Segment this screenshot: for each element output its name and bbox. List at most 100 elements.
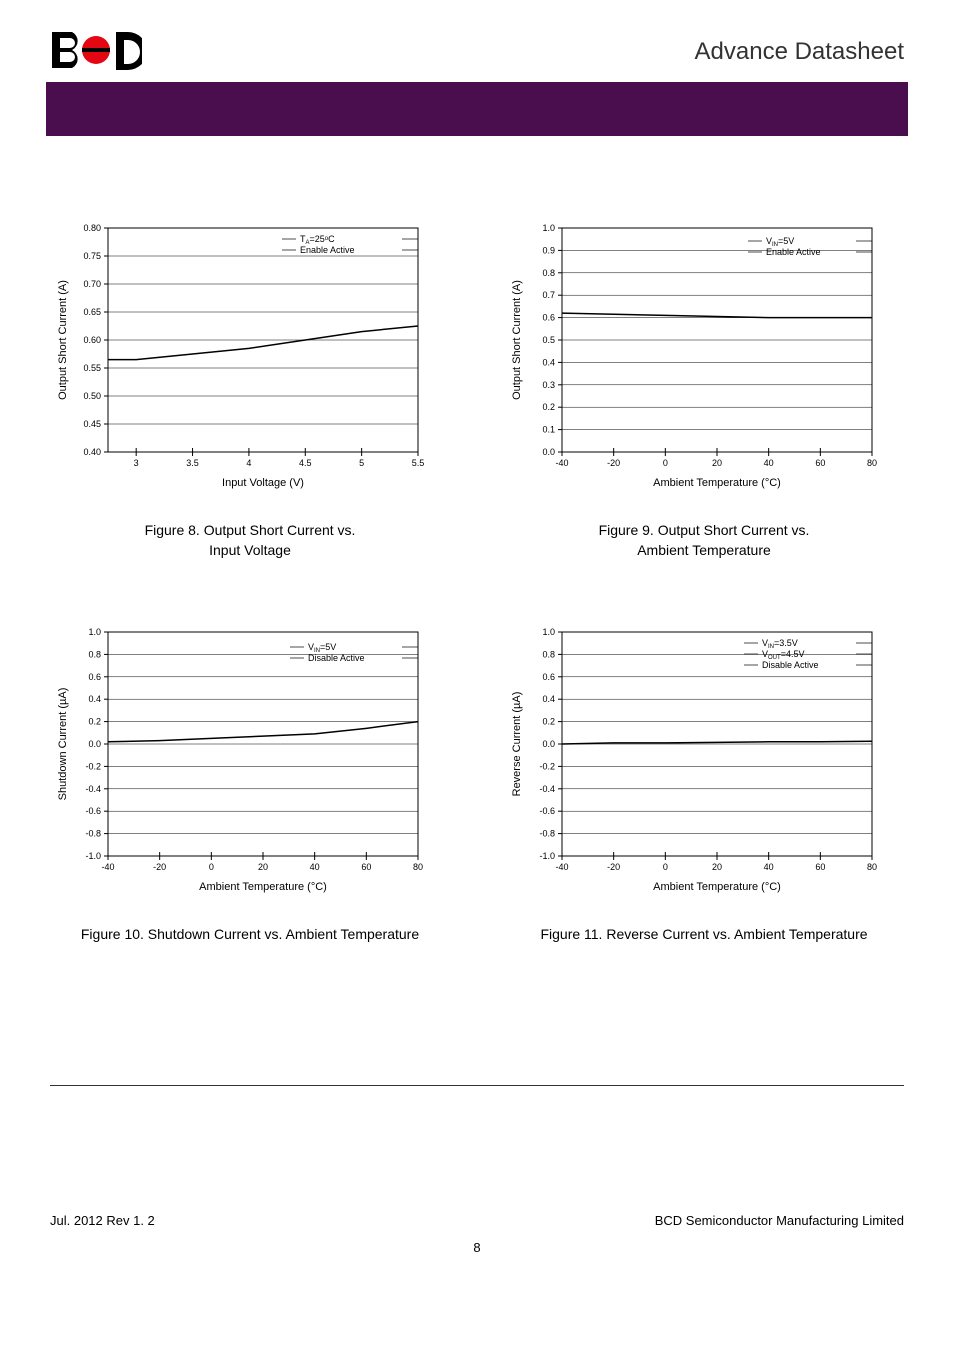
svg-text:20: 20 xyxy=(258,862,268,872)
svg-text:0: 0 xyxy=(663,862,668,872)
fig8-block: 0.400.450.500.550.600.650.700.750.8033.5… xyxy=(50,216,450,560)
title-bar xyxy=(46,85,908,136)
svg-text:0.50: 0.50 xyxy=(83,391,101,401)
svg-text:0.70: 0.70 xyxy=(83,279,101,289)
svg-text:Disable Active: Disable Active xyxy=(308,653,365,663)
fig10-block: -1.0-0.8-0.6-0.4-0.20.00.20.40.60.81.0-4… xyxy=(50,620,450,945)
svg-text:Shutdown Current (µA): Shutdown Current (µA) xyxy=(57,688,69,801)
svg-text:1.0: 1.0 xyxy=(542,627,555,637)
svg-text:-20: -20 xyxy=(607,458,620,468)
svg-text:-0.4: -0.4 xyxy=(85,784,101,794)
svg-text:5: 5 xyxy=(359,458,364,468)
svg-text:3.5: 3.5 xyxy=(186,458,199,468)
svg-text:80: 80 xyxy=(867,458,877,468)
svg-text:-40: -40 xyxy=(101,862,114,872)
svg-text:0.7: 0.7 xyxy=(542,290,555,300)
fig11-chart: -1.0 -0.8 -0.6 -0.4 -0.2 0.0 0.2 0.4 0.6 0.8 1.0 -4… xyxy=(504,620,884,900)
fig8-cap2: Input Voltage xyxy=(209,542,291,558)
svg-text:0.2: 0.2 xyxy=(542,717,555,727)
svg-text:-0.4: -0.4 xyxy=(539,784,555,794)
svg-text:80: 80 xyxy=(413,862,423,872)
svg-text:Output Short Current (A): Output Short Current (A) xyxy=(57,280,69,400)
svg-text:-40: -40 xyxy=(555,862,568,872)
charts-row-2: -1.0 -0.8 -0.6 -0.4 -0.2 0.0 0.2 0.4 0.6 0.8 1.0 -4… xyxy=(50,620,904,945)
svg-text:-40: -40 xyxy=(555,458,568,468)
svg-text:0.75: 0.75 xyxy=(83,251,101,261)
svg-text:0.2: 0.2 xyxy=(88,717,101,727)
svg-text:80: 80 xyxy=(867,862,877,872)
svg-text:Ambient Temperature (°C): Ambient Temperature (°C) xyxy=(653,881,781,893)
svg-text:Reverse Current (µA): Reverse Current (µA) xyxy=(511,692,523,797)
svg-text:Ambient Temperature (°C): Ambient Temperature (°C) xyxy=(199,881,327,893)
svg-text:0.0: 0.0 xyxy=(542,447,555,457)
svg-text:4: 4 xyxy=(246,458,251,468)
fig11-block: -1.0 -0.8 -0.6 -0.4 -0.2 0.0 0.2 0.4 0.6 0.8 1.0 -4… xyxy=(504,620,904,945)
svg-text:4.5: 4.5 xyxy=(299,458,312,468)
svg-text:0.5: 0.5 xyxy=(542,335,555,345)
charts-row-1: 0.4 0 0.45 0.50 0.55 0.60 0.6 5 0.70 0.75 0.80 3 3.5… xyxy=(50,216,904,560)
fig9-block: 0.0 0.1 0.2 0.3 0.4 0.5 0.6 0.7 0.8 0.9 1.0 -40 -20 0… xyxy=(504,216,904,560)
svg-text:-0.8: -0.8 xyxy=(539,829,555,839)
fig9-chart: 0.0 0.1 0.2 0.3 0.4 0.5 0.6 0.7 0.8 0.9 1.0 -40 -20 0… xyxy=(504,216,884,496)
svg-text:Disable Active: Disable Active xyxy=(762,660,819,670)
svg-text:0.6: 0.6 xyxy=(542,313,555,323)
fig9-cap2: Ambient Temperature xyxy=(637,542,771,558)
svg-text:-0.6: -0.6 xyxy=(85,806,101,816)
svg-text:-0.6: -0.6 xyxy=(539,806,555,816)
svg-text:-0.2: -0.2 xyxy=(539,762,555,772)
svg-text:40: 40 xyxy=(764,458,774,468)
svg-text:0.9: 0.9 xyxy=(542,245,555,255)
svg-text:-0.2: -0.2 xyxy=(85,762,101,772)
svg-text:0: 0 xyxy=(209,862,214,872)
fig10-chart: -1.0-0.8-0.6-0.4-0.20.00.20.40.60.81.0-4… xyxy=(50,620,430,900)
svg-text:5.5: 5.5 xyxy=(412,458,425,468)
fig11-caption: Figure 11. Reverse Current vs. Ambient T… xyxy=(504,925,904,945)
svg-text:60: 60 xyxy=(815,458,825,468)
svg-text:0.3: 0.3 xyxy=(542,380,555,390)
svg-text:0.80: 0.80 xyxy=(83,223,101,233)
svg-text:60: 60 xyxy=(361,862,371,872)
svg-text:0.55: 0.55 xyxy=(83,363,101,373)
svg-text:0.8: 0.8 xyxy=(88,650,101,660)
svg-text:3: 3 xyxy=(134,458,139,468)
svg-text:0.60: 0.60 xyxy=(83,335,101,345)
footer: Jul. 2012 Rev 1. 2 BCD Semiconductor Man… xyxy=(50,1206,904,1228)
svg-text:0.1: 0.1 xyxy=(542,425,555,435)
svg-text:Ambient Temperature (°C): Ambient Temperature (°C) xyxy=(653,477,781,489)
svg-text:-0.8: -0.8 xyxy=(85,829,101,839)
svg-text:-1.0: -1.0 xyxy=(85,851,101,861)
fig9-caption: Figure 9. Output Short Current vs. Ambie… xyxy=(504,521,904,560)
svg-text:0.4: 0.4 xyxy=(88,694,101,704)
svg-text:0.0: 0.0 xyxy=(542,739,555,749)
svg-text:-1.0: -1.0 xyxy=(539,851,555,861)
fig10-caption: Figure 10. Shutdown Current vs. Ambient … xyxy=(50,925,450,945)
footer-right: BCD Semiconductor Manufacturing Limited xyxy=(655,1213,904,1228)
svg-text:1.0: 1.0 xyxy=(542,223,555,233)
logo xyxy=(50,30,142,77)
svg-text:60: 60 xyxy=(815,862,825,872)
fig8-cap1: Figure 8. Output Short Current vs. xyxy=(145,522,356,538)
header: Advance Datasheet xyxy=(50,30,904,77)
svg-text:20: 20 xyxy=(712,458,722,468)
svg-text:0: 0 xyxy=(663,458,668,468)
svg-text:0.45: 0.45 xyxy=(83,419,101,429)
svg-text:40: 40 xyxy=(764,862,774,872)
svg-text:-20: -20 xyxy=(153,862,166,872)
svg-text:0.4: 0.4 xyxy=(542,357,555,367)
svg-text:0.8: 0.8 xyxy=(542,650,555,660)
page-number: 8 xyxy=(50,1240,904,1255)
svg-text:0.6: 0.6 xyxy=(542,672,555,682)
svg-text:20: 20 xyxy=(712,862,722,872)
svg-text:0.2: 0.2 xyxy=(542,402,555,412)
svg-text:-20: -20 xyxy=(607,862,620,872)
svg-text:1.0: 1.0 xyxy=(88,627,101,637)
svg-text:Enable Active: Enable Active xyxy=(300,245,355,255)
svg-text:0.4: 0.4 xyxy=(542,694,555,704)
svg-text:40: 40 xyxy=(310,862,320,872)
svg-text:Input Voltage (V): Input Voltage (V) xyxy=(222,477,304,489)
svg-text:0.0: 0.0 xyxy=(88,739,101,749)
fig8-caption: Figure 8. Output Short Current vs. Input… xyxy=(50,521,450,560)
svg-text:0.8: 0.8 xyxy=(542,268,555,278)
footer-rule xyxy=(50,1085,904,1086)
doc-title: Advance Datasheet xyxy=(695,38,904,66)
